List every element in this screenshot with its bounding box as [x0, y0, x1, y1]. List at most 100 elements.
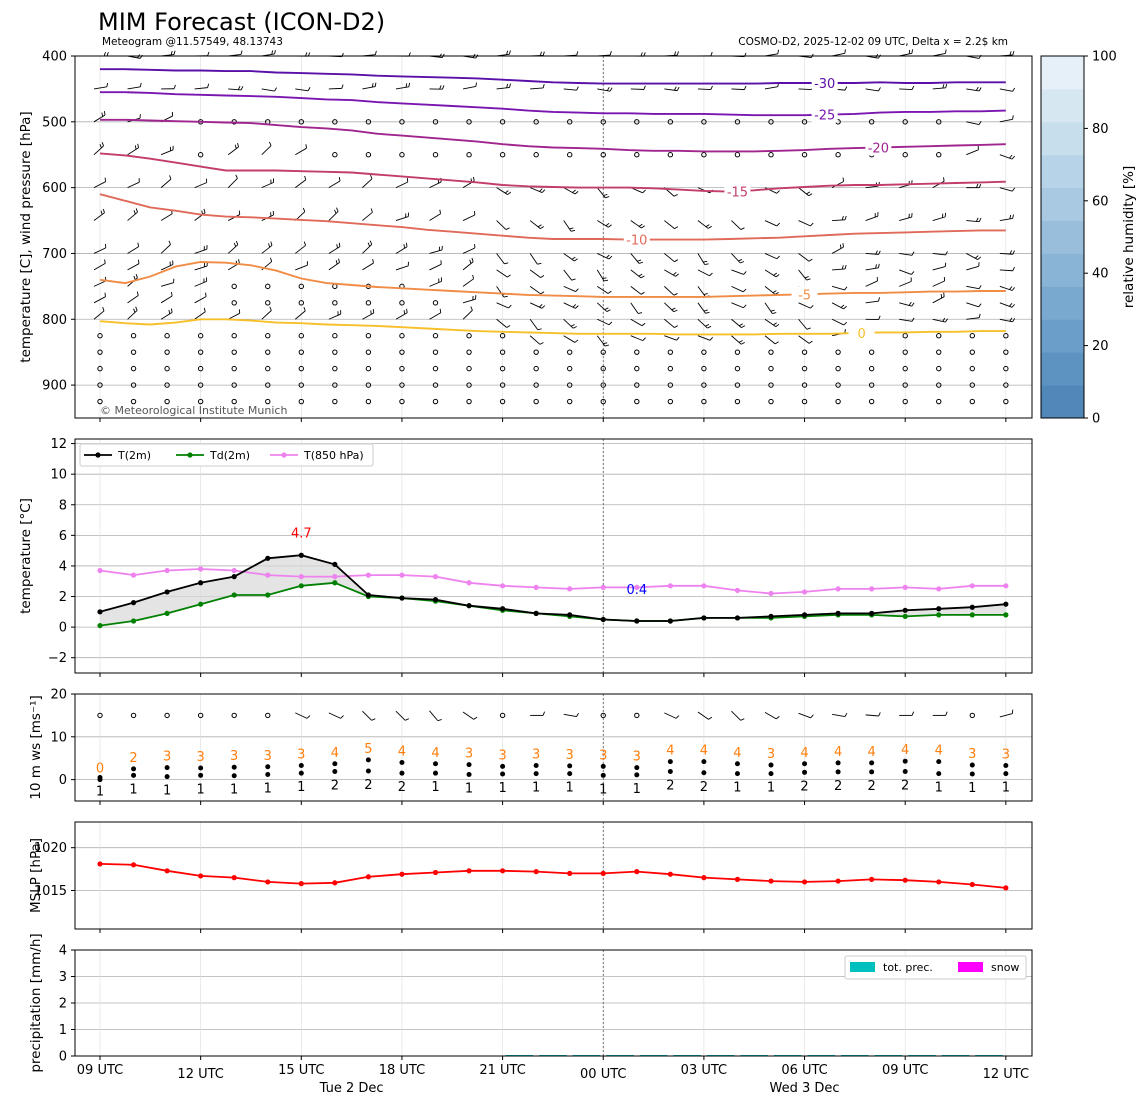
- wind-barb-feather: [1011, 155, 1016, 160]
- wind-barb-feather: [269, 257, 273, 262]
- calm-circle: [499, 398, 506, 405]
- wind-barb-feather: [911, 251, 915, 256]
- wind-barb-feather: [168, 240, 171, 245]
- calm-circle: [600, 119, 606, 125]
- wind-barb-feather: [233, 242, 237, 247]
- wind-barb: [899, 281, 912, 287]
- wind-barb-feather: [776, 190, 780, 194]
- colorbar-segment: [1041, 220, 1084, 254]
- calm-circle: [701, 349, 707, 355]
- wind-barb-feather: [674, 325, 679, 328]
- gust-value-label: 4: [868, 745, 876, 760]
- wind-barb: [966, 265, 979, 271]
- wind-barb-feather: [335, 260, 338, 265]
- wind-barb: [395, 216, 409, 221]
- wind-barb: [328, 313, 341, 320]
- mean-wind-value-label: 1: [230, 783, 238, 798]
- wind-barb-feather: [403, 310, 406, 315]
- temperature-contour: [99, 261, 1006, 298]
- wind-barb-feather: [607, 290, 612, 294]
- calm-circle: [902, 349, 908, 355]
- calm-circle: [634, 365, 640, 372]
- mean-wind-value-label: 1: [1002, 781, 1010, 796]
- y-tick-label: 20: [50, 688, 67, 703]
- wind-barb: [530, 87, 544, 90]
- wind-barb-feather: [371, 83, 374, 88]
- calm-circle: [533, 382, 539, 388]
- wind-barb-feather: [1009, 250, 1013, 255]
- wind-barb-feather: [102, 208, 105, 213]
- colorbar-tick-label: 20: [1092, 339, 1109, 354]
- wind-barb: [127, 86, 141, 90]
- y-tick-label: 500: [42, 115, 67, 130]
- wind-barb: [697, 302, 706, 314]
- data-point-ws_gust: [265, 764, 271, 770]
- calm-circle: [902, 333, 908, 339]
- calm-circle: [499, 333, 506, 339]
- wind-barb: [529, 187, 543, 194]
- calm-circle: [768, 152, 774, 158]
- wind-barb-feather: [439, 209, 441, 214]
- wind-barb-feather: [978, 120, 982, 125]
- wind-barb: [160, 312, 173, 320]
- calm-circle: [667, 349, 674, 355]
- wind-barb-feather: [945, 711, 948, 716]
- data-point-ws_mean: [869, 769, 875, 775]
- data-point-t850: [533, 584, 539, 590]
- wind-barb: [764, 86, 778, 90]
- calm-circle: [332, 349, 338, 355]
- wind-barb: [597, 88, 611, 92]
- data-point-t850: [298, 574, 304, 580]
- wind-barb-feather: [269, 306, 272, 311]
- mean-wind-value-label: 1: [599, 782, 607, 797]
- data-point-ws_gust: [835, 760, 841, 766]
- calm-circle: [600, 152, 606, 158]
- wind-barb-feather: [606, 87, 610, 91]
- data-point-ws_mean: [734, 771, 740, 777]
- wind-barb: [764, 712, 777, 720]
- wind-barb-feather: [269, 141, 272, 146]
- wind-barb-feather: [471, 257, 474, 262]
- wind-barb-feather: [808, 340, 813, 344]
- wind-barb-feather: [776, 255, 781, 260]
- data-point-t2m: [164, 589, 170, 595]
- y-tick-label: 0: [59, 1050, 67, 1065]
- calm-circle: [365, 349, 372, 355]
- wind-barb-feather: [978, 217, 982, 222]
- calm-circle: [164, 398, 170, 405]
- wind-barb: [194, 280, 207, 287]
- wind-barb-feather: [537, 328, 542, 331]
- calm-circle: [533, 119, 539, 125]
- gust-value-label: 5: [364, 742, 372, 757]
- wind-barb-feather: [676, 86, 680, 91]
- data-point-ws_gust: [936, 759, 942, 765]
- wind-barb-feather: [237, 142, 240, 148]
- calm-circle: [231, 283, 237, 290]
- data-point-ws_gust: [365, 757, 371, 763]
- calm-circle: [634, 382, 640, 388]
- wind-barb: [731, 88, 745, 91]
- calm-circle: [936, 382, 942, 388]
- calm-circle: [801, 349, 808, 355]
- mean-wind-value-label: 2: [398, 780, 406, 795]
- calm-circle: [701, 152, 707, 158]
- calm-circle: [667, 119, 674, 125]
- wind-barb: [462, 711, 474, 720]
- wind-barb-feather: [977, 256, 982, 260]
- wind-barb-feather: [574, 339, 579, 343]
- wind-barb-feather: [773, 272, 778, 276]
- mean-wind-value-label: 1: [163, 784, 171, 799]
- y-tick-label: 1: [59, 1023, 67, 1038]
- wind-barb-feather: [575, 288, 579, 292]
- calm-circle: [332, 398, 338, 405]
- wind-barb-feather: [908, 49, 911, 54]
- wind-barb-feather: [1012, 318, 1016, 323]
- data-point-t2m: [768, 613, 774, 620]
- wind-barb-feather: [137, 143, 139, 148]
- wind-barb-feather: [403, 244, 406, 249]
- wind-barb: [261, 310, 272, 320]
- x-tick-label: 06 UTC: [781, 1063, 827, 1078]
- wind-barb-feather: [104, 292, 106, 297]
- wind-barb: [798, 187, 810, 197]
